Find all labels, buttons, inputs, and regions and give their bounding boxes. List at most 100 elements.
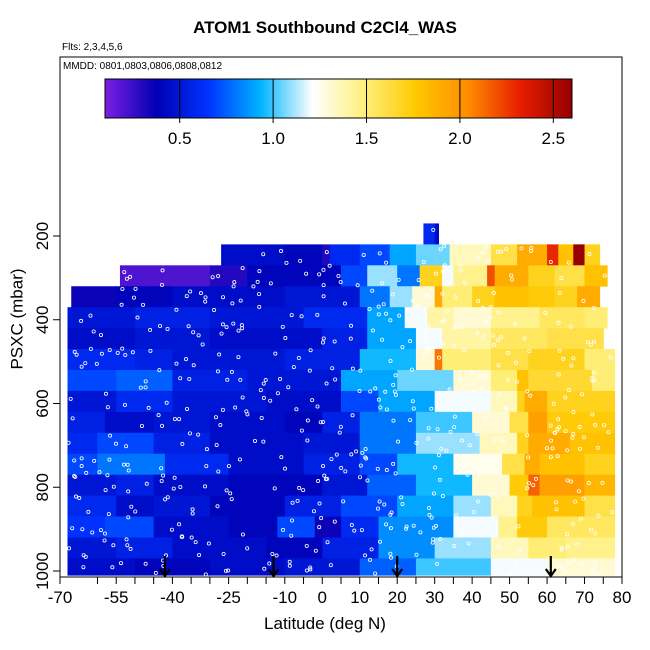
sample-dot — [600, 480, 605, 485]
heatmap-cell — [584, 265, 608, 287]
sample-dot — [110, 565, 115, 570]
sample-dot — [427, 512, 432, 517]
sample-dot — [567, 388, 572, 393]
sample-dot — [229, 369, 234, 374]
sample-dot — [376, 397, 381, 402]
sample-dot — [338, 280, 343, 285]
sample-dot — [493, 562, 498, 567]
sample-dot — [240, 395, 245, 400]
heatmap-cell — [359, 286, 391, 308]
heatmap-cell — [547, 411, 616, 434]
sample-dot — [129, 504, 134, 509]
sample-dot — [327, 263, 332, 268]
sample-dot — [301, 488, 306, 493]
sample-dot — [296, 356, 301, 361]
sample-dot — [350, 366, 355, 371]
sample-dot — [231, 321, 236, 326]
sample-dot — [426, 323, 431, 328]
x-tick-label: 0 — [318, 588, 327, 607]
sample-dot — [257, 269, 262, 274]
sample-dot — [108, 433, 113, 438]
sample-arrow — [267, 556, 280, 578]
sample-dot — [388, 358, 393, 363]
heatmap-row — [67, 411, 616, 434]
sample-dot — [190, 511, 195, 516]
sample-dot — [290, 500, 295, 505]
sample-dot — [585, 340, 590, 345]
sample-dot — [365, 478, 370, 483]
heatmap-cell — [172, 537, 267, 559]
sample-dot — [191, 330, 196, 335]
sample-dot — [74, 352, 79, 357]
sample-dot — [111, 543, 116, 548]
heatmap-cell — [359, 244, 391, 266]
heatmap-cell — [341, 370, 398, 392]
heatmap-cell — [67, 432, 99, 455]
sample-dot — [480, 305, 485, 310]
sample-dot — [186, 324, 191, 329]
sample-dot — [442, 263, 447, 268]
sample-dot — [333, 377, 338, 382]
sample-dot — [305, 438, 310, 443]
sample-dot — [307, 368, 312, 373]
sample-dot — [392, 389, 397, 394]
sample-dot — [368, 389, 373, 394]
sample-dot — [424, 345, 429, 350]
sample-dot — [189, 535, 194, 540]
sample-dot — [79, 364, 84, 369]
sample-dot — [579, 516, 584, 521]
heatmap-cell — [303, 307, 368, 329]
heatmap-cell — [341, 265, 368, 287]
sample-dot — [592, 566, 597, 571]
sample-dot — [432, 491, 437, 496]
sample-dot — [477, 374, 482, 379]
sample-dot — [391, 461, 396, 466]
sample-dot — [159, 282, 164, 287]
heatmap-cell — [397, 495, 454, 517]
sample-dot — [453, 295, 458, 300]
colorbar-tick-label: 0.5 — [168, 129, 192, 148]
sample-dot — [533, 476, 538, 481]
heatmap-cell — [528, 265, 556, 287]
sample-dot — [308, 567, 313, 572]
sample-dot — [570, 435, 575, 440]
sample-dot — [565, 532, 570, 537]
sample-dot — [80, 527, 85, 532]
sample-dot — [467, 443, 472, 448]
heatmap-cell — [517, 244, 548, 266]
sample-dot — [579, 561, 584, 566]
sample-dot — [378, 539, 383, 544]
sample-dot — [452, 325, 457, 330]
heatmap-cell — [134, 307, 211, 329]
sample-dot — [310, 398, 315, 403]
sample-dot — [590, 375, 595, 380]
sample-dot — [174, 361, 179, 366]
sample-dot — [580, 392, 585, 397]
sample-dot — [553, 431, 558, 436]
sample-dot — [72, 474, 77, 479]
sample-dot — [388, 318, 393, 323]
sample-dot — [126, 515, 131, 520]
sample-dot — [233, 405, 238, 410]
heatmap-cell — [453, 370, 492, 392]
sample-dot — [261, 396, 266, 401]
sample-dot — [77, 496, 82, 501]
heatmap-cell — [490, 390, 518, 413]
sample-dot — [426, 436, 431, 441]
x-tick-label: 50 — [500, 588, 519, 607]
heatmap-cell — [517, 390, 526, 413]
sample-dot — [79, 464, 84, 469]
sample-dot — [193, 540, 198, 545]
heatmap-cell — [367, 265, 398, 287]
sample-dot — [126, 489, 131, 494]
heatmap-cell — [67, 307, 136, 329]
heatmap-cell — [453, 495, 492, 517]
x-tick-label: -10 — [273, 588, 298, 607]
sample-dot — [349, 523, 354, 528]
sample-arrow — [391, 556, 404, 578]
sample-dot — [257, 304, 262, 309]
heatmap-row — [67, 453, 616, 476]
sample-dot — [559, 565, 564, 570]
sample-dot — [212, 308, 217, 313]
sample-dot — [324, 381, 329, 386]
